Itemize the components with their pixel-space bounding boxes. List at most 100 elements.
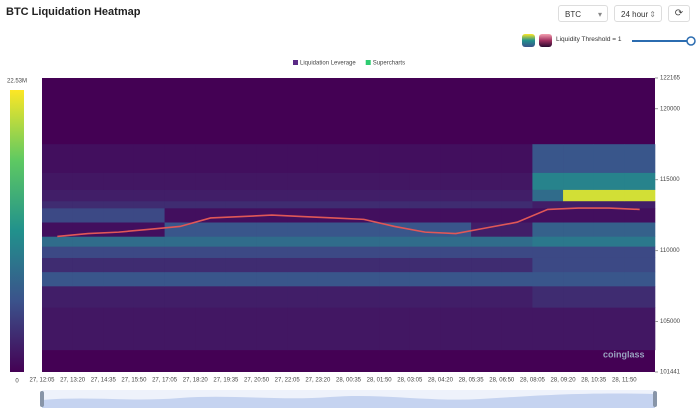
heat-cell: [195, 222, 227, 237]
heat-cell: [256, 246, 288, 258]
heat-cell: [501, 271, 533, 287]
y-tick-label: 105000: [660, 319, 681, 325]
heat-cell: [501, 246, 533, 258]
y-tick-label: 122165: [660, 76, 681, 82]
heat-cell: [440, 236, 472, 247]
heat-cell: [287, 200, 319, 209]
heat-cell: [501, 144, 533, 173]
heat-cell: [593, 222, 625, 237]
heat-cell: [501, 200, 533, 209]
heat-cell: [225, 271, 257, 287]
heat-cell: [287, 208, 319, 223]
heat-cell: [624, 144, 656, 173]
heat-cell: [195, 172, 227, 190]
heat-cell: [287, 246, 319, 258]
heat-cell: [440, 286, 472, 308]
heat-cell: [501, 286, 533, 308]
heat-cell: [225, 236, 257, 247]
heat-cell: [42, 189, 73, 202]
heat-cell: [348, 222, 380, 237]
heat-cell: [164, 307, 196, 351]
heat-cell: [225, 286, 257, 308]
heat-cell: [440, 307, 472, 351]
x-tick-label: 28, 00:35: [336, 378, 362, 384]
heat-cell: [287, 286, 319, 308]
heat-cell: [164, 286, 196, 308]
x-tick-label: 27, 13:20: [60, 378, 86, 384]
heat-cell: [133, 208, 165, 223]
heat-cell: [317, 189, 349, 202]
heat-cell: [593, 307, 625, 351]
heat-cell: [532, 172, 564, 190]
heat-cell: [348, 257, 380, 273]
heat-cell: [624, 208, 656, 223]
heat-cell: [440, 271, 472, 287]
heat-cell: [72, 307, 104, 351]
heat-cell: [72, 144, 104, 173]
symbol-value: BTC: [565, 10, 581, 19]
heat-cell: [563, 200, 594, 209]
heat-cell: [532, 236, 564, 247]
heat-cell: [195, 144, 227, 173]
heat-cell: [409, 144, 441, 173]
navigator-handle-left[interactable]: [40, 391, 44, 407]
legend-label: Liquidation Leverage: [300, 61, 356, 67]
heat-cell: [624, 200, 656, 209]
heat-cell: [42, 144, 73, 173]
heat-cell: [471, 222, 503, 237]
heat-cell: [103, 286, 135, 308]
heat-cell: [256, 222, 288, 237]
heat-cell: [287, 307, 319, 351]
heat-cell: [42, 271, 73, 287]
heat-cell: [317, 246, 349, 258]
heat-cell: [440, 222, 472, 237]
watermark: coinglass: [603, 349, 645, 359]
heat-cell: [532, 189, 564, 202]
heat-cell: [317, 271, 349, 287]
heat-cell: [256, 236, 288, 247]
navigator-handle-right[interactable]: [653, 391, 657, 407]
palette-viridis[interactable]: [522, 34, 535, 47]
heat-cell: [501, 257, 533, 273]
heat-cell: [563, 172, 594, 190]
heat-cell: [103, 236, 135, 247]
heat-cell: [164, 222, 196, 237]
heat-cell: [563, 286, 594, 308]
heat-cell: [256, 172, 288, 190]
heat-cell: [471, 144, 503, 173]
heat-cell: [72, 271, 104, 287]
heat-cell: [532, 200, 564, 209]
heat-cell: [42, 222, 73, 237]
palette-magma[interactable]: [539, 34, 552, 47]
heat-cell: [532, 307, 564, 351]
heat-cell: [593, 208, 625, 223]
symbol-select[interactable]: BTC ▾: [558, 5, 608, 22]
heat-cell: [348, 307, 380, 351]
heat-cell: [133, 144, 165, 173]
heat-cell: [42, 200, 73, 209]
heat-cell: [195, 246, 227, 258]
heat-cell: [42, 286, 73, 308]
y-tick-label: 120000: [660, 106, 681, 112]
heat-cell: [164, 271, 196, 287]
heat-cell: [287, 271, 319, 287]
heat-cell: [164, 246, 196, 258]
heat-cell: [440, 200, 472, 209]
range-select[interactable]: 24 hour ⇕: [614, 5, 662, 22]
heat-cell: [563, 144, 594, 173]
colorbar-min-label: 0: [15, 379, 19, 385]
heat-cell: [256, 307, 288, 351]
threshold-slider-handle[interactable]: [686, 36, 696, 46]
heat-cell: [287, 144, 319, 173]
heat-cell: [471, 246, 503, 258]
heat-cell: [563, 246, 594, 258]
heat-cell: [624, 286, 656, 308]
refresh-button[interactable]: ⟳: [668, 5, 690, 22]
x-tick-label: 27, 22:05: [275, 378, 301, 384]
heat-cell: [501, 208, 533, 223]
heat-cell: [164, 144, 196, 173]
heat-cell: [133, 286, 165, 308]
heat-cell: [409, 257, 441, 273]
heat-cell: [348, 208, 380, 223]
heat-cell: [440, 189, 472, 202]
